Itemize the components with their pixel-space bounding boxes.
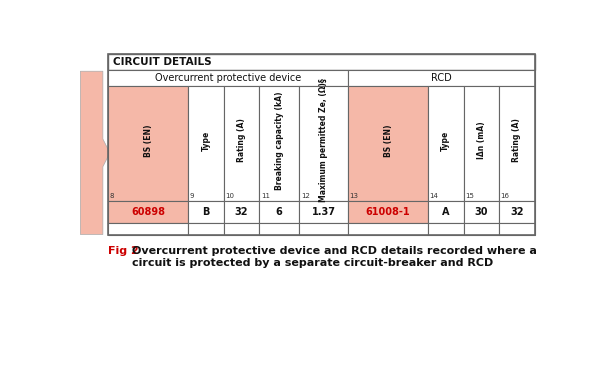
Text: 16: 16 bbox=[501, 193, 510, 199]
Text: Breaking capacity (kA): Breaking capacity (kA) bbox=[275, 91, 284, 190]
Text: Type: Type bbox=[201, 130, 210, 151]
Bar bbox=[224, 223, 259, 235]
Bar bbox=[108, 223, 188, 235]
Text: Overcurrent protective device: Overcurrent protective device bbox=[155, 73, 301, 83]
Bar bbox=[299, 86, 348, 201]
Text: Rating (A): Rating (A) bbox=[237, 118, 246, 162]
Text: Fig 2: Fig 2 bbox=[108, 246, 143, 256]
Text: B: B bbox=[202, 207, 210, 217]
Text: Overcurrent protective device and RCD details recorded where a
circuit is protec: Overcurrent protective device and RCD de… bbox=[132, 246, 536, 268]
Bar bbox=[299, 201, 348, 223]
Bar bbox=[259, 223, 299, 235]
Text: 61008-1: 61008-1 bbox=[365, 207, 410, 217]
Bar bbox=[428, 223, 464, 235]
Polygon shape bbox=[81, 71, 110, 234]
Bar bbox=[348, 70, 534, 86]
Bar bbox=[108, 86, 188, 201]
Bar bbox=[348, 223, 428, 235]
Text: Rating (A): Rating (A) bbox=[512, 118, 521, 162]
Text: 8: 8 bbox=[110, 193, 115, 199]
Bar bbox=[188, 223, 224, 235]
Text: IΔn (mA): IΔn (mA) bbox=[477, 122, 486, 159]
Text: 32: 32 bbox=[235, 207, 248, 217]
Bar bbox=[348, 86, 428, 201]
Text: 6: 6 bbox=[276, 207, 282, 217]
Text: 10: 10 bbox=[225, 193, 235, 199]
Bar bbox=[108, 70, 348, 86]
Bar bbox=[259, 201, 299, 223]
Bar bbox=[299, 223, 348, 235]
Text: 60898: 60898 bbox=[132, 207, 165, 217]
Text: CIRCUIT DETAILS: CIRCUIT DETAILS bbox=[113, 57, 211, 67]
Text: 12: 12 bbox=[301, 193, 310, 199]
Bar bbox=[259, 86, 299, 201]
Text: BS (EN): BS (EN) bbox=[144, 124, 153, 157]
Bar bbox=[108, 54, 534, 70]
Text: 11: 11 bbox=[261, 193, 270, 199]
Bar bbox=[224, 201, 259, 223]
Bar bbox=[428, 86, 464, 201]
Text: Maximum permitted Ze, (Ω)§: Maximum permitted Ze, (Ω)§ bbox=[319, 79, 328, 203]
Bar bbox=[108, 54, 534, 235]
Bar bbox=[499, 223, 534, 235]
Text: Type: Type bbox=[441, 130, 450, 151]
Bar bbox=[348, 201, 428, 223]
Text: 32: 32 bbox=[510, 207, 524, 217]
Bar bbox=[108, 201, 188, 223]
Text: RCD: RCD bbox=[431, 73, 451, 83]
Text: 9: 9 bbox=[190, 193, 195, 199]
Text: 13: 13 bbox=[350, 193, 359, 199]
Bar bbox=[464, 223, 499, 235]
Bar bbox=[499, 201, 534, 223]
Bar bbox=[428, 201, 464, 223]
Text: BS (EN): BS (EN) bbox=[384, 124, 393, 157]
Text: 15: 15 bbox=[465, 193, 474, 199]
Bar bbox=[188, 86, 224, 201]
Bar bbox=[224, 86, 259, 201]
Bar bbox=[464, 86, 499, 201]
Text: 1.37: 1.37 bbox=[311, 207, 336, 217]
Text: A: A bbox=[442, 207, 450, 217]
Bar bbox=[188, 201, 224, 223]
Bar bbox=[464, 201, 499, 223]
Text: 30: 30 bbox=[474, 207, 488, 217]
Text: 14: 14 bbox=[430, 193, 438, 199]
Bar bbox=[499, 86, 534, 201]
